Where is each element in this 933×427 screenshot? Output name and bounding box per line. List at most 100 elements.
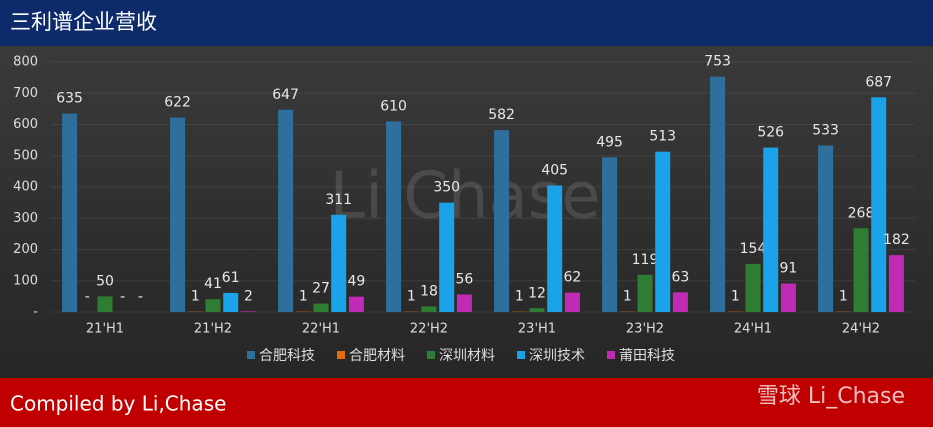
bar [205, 299, 221, 312]
data-label: 62 [563, 270, 581, 286]
y-tick-label: 100 [13, 273, 38, 288]
data-label: 753 [704, 54, 731, 70]
data-label: 1 [839, 289, 848, 305]
data-label: 526 [757, 125, 784, 141]
bar [871, 97, 887, 312]
data-label: 63 [671, 269, 689, 285]
data-label: 1 [407, 289, 416, 305]
footer-bar [0, 378, 933, 427]
bar [763, 147, 779, 312]
bar [97, 296, 113, 312]
legend-label: 莆田科技 [619, 348, 675, 364]
data-label: 2 [244, 288, 253, 304]
footer-text: Compiled by Li,Chase [10, 392, 226, 416]
bar [780, 283, 796, 312]
bar [278, 109, 294, 312]
data-label: 119 [632, 252, 659, 268]
x-tick-label: 21'H1 [86, 322, 124, 337]
bar [439, 202, 455, 312]
bar [62, 113, 78, 312]
x-tick-label: 22'H1 [302, 322, 340, 337]
y-tick-label: 800 [13, 55, 38, 70]
legend-label: 深圳材料 [439, 348, 495, 364]
data-label: 513 [649, 129, 676, 145]
data-label: 687 [865, 74, 892, 90]
chart-title: 三利谱企业营收 [10, 10, 157, 34]
data-label: - [120, 289, 125, 305]
data-label: 647 [272, 87, 299, 103]
data-label: - [85, 289, 90, 305]
bar [223, 292, 239, 312]
y-tick-label: 600 [13, 117, 38, 132]
bar [494, 130, 510, 312]
x-tick-label: 22'H2 [410, 322, 448, 337]
data-label: 154 [740, 241, 767, 257]
data-label: 1 [731, 289, 740, 305]
legend-label: 合肥材料 [349, 348, 405, 364]
x-tick-label: 23'H2 [626, 322, 664, 337]
data-label: 268 [848, 205, 875, 221]
y-tick-label: 700 [13, 86, 38, 101]
x-tick-label: 21'H2 [194, 322, 232, 337]
bar [331, 214, 347, 312]
data-label: 622 [164, 95, 191, 111]
data-label: 635 [56, 91, 83, 107]
data-label: 1 [623, 289, 632, 305]
watermark: 雪球 Li_Chase [757, 384, 905, 409]
bar [637, 274, 653, 312]
bar [456, 294, 472, 312]
data-label: 49 [347, 274, 365, 290]
data-label: 311 [325, 192, 352, 208]
y-tick-label: - [33, 305, 38, 320]
bar [888, 255, 904, 312]
bar [564, 292, 580, 312]
bar [421, 306, 437, 312]
y-tick-label: 200 [13, 242, 38, 257]
bar [710, 76, 726, 312]
bar [672, 292, 688, 312]
data-label: 61 [222, 270, 240, 286]
data-label: 1 [191, 289, 200, 305]
y-tick-label: 300 [13, 211, 38, 226]
data-label: 1 [515, 289, 524, 305]
data-label: 27 [312, 281, 330, 297]
data-label: 182 [883, 232, 910, 248]
data-label: 495 [596, 134, 623, 150]
bar [853, 228, 869, 312]
data-label: 50 [96, 273, 114, 289]
data-label: 610 [380, 98, 407, 114]
legend-marker [427, 351, 435, 359]
legend-marker [337, 351, 345, 359]
legend-label: 深圳技术 [529, 348, 585, 364]
legend-marker [247, 351, 255, 359]
bar [170, 117, 186, 312]
data-label: 582 [488, 107, 515, 123]
bar [818, 145, 834, 312]
x-tick-label: 24'H2 [842, 322, 880, 337]
bar [602, 157, 618, 312]
data-label: 56 [455, 272, 473, 288]
y-tick-label: 400 [13, 180, 38, 195]
data-label: 41 [204, 276, 222, 292]
data-label: 91 [779, 261, 797, 277]
title-bar [0, 0, 933, 46]
bar [655, 151, 671, 312]
bar [547, 185, 563, 312]
y-tick-label: 500 [13, 148, 38, 163]
data-label: 1 [299, 289, 308, 305]
legend-label: 合肥科技 [259, 348, 315, 364]
data-label: 18 [420, 283, 438, 299]
data-label: 533 [812, 122, 839, 138]
bar [313, 303, 329, 312]
x-tick-label: 23'H1 [518, 322, 556, 337]
bar [386, 121, 402, 312]
x-tick-label: 24'H1 [734, 322, 772, 337]
data-label: 12 [528, 285, 546, 301]
bar [745, 263, 761, 312]
bar [240, 311, 256, 312]
legend-marker [607, 351, 615, 359]
data-label: 350 [433, 180, 460, 196]
data-label: 405 [541, 162, 568, 178]
